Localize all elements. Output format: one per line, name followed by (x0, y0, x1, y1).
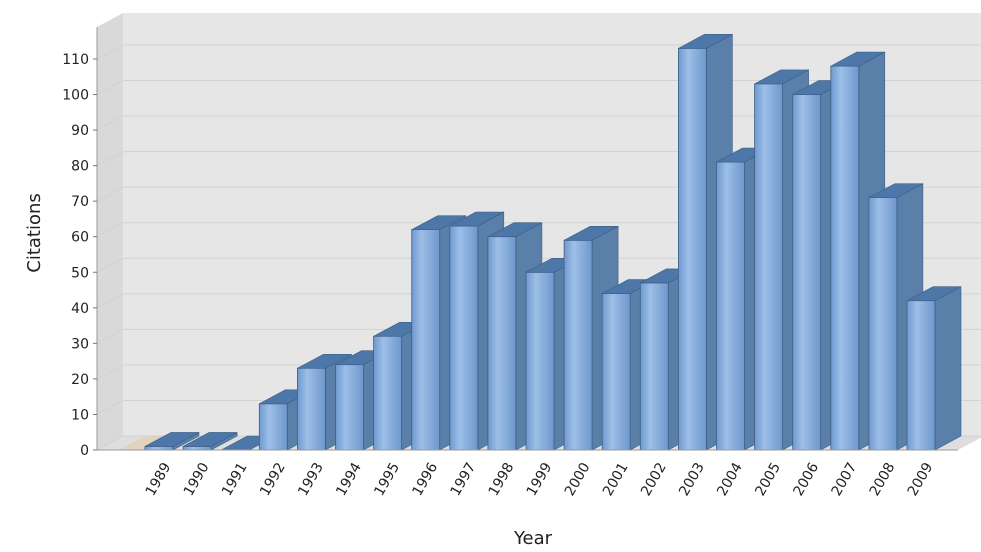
bar-front (563, 239, 593, 451)
y-tick-label: 0 (80, 443, 89, 459)
gridline-side (96, 400, 124, 415)
bar-front (639, 282, 669, 451)
bar-front (906, 300, 936, 451)
gridline-side (96, 115, 124, 131)
bar (868, 183, 924, 451)
y-tick-label: 110 (62, 52, 89, 68)
x-tick-label: 1994 (333, 460, 365, 499)
bar-top (754, 69, 809, 85)
y-tick-label: 80 (71, 159, 89, 175)
x-tick-label: 2002 (638, 460, 670, 499)
bar-top (906, 286, 962, 302)
y-tick-label: 90 (71, 123, 89, 139)
y-tick-label: 50 (71, 265, 89, 281)
x-tick-label: 2006 (790, 460, 822, 499)
bar-front (830, 65, 860, 451)
bar-top (830, 51, 885, 67)
y-axis-title: Citations (24, 193, 45, 273)
bar-front (144, 446, 174, 451)
x-tick-label: 1989 (143, 460, 175, 499)
bars (144, 33, 962, 451)
gridline-side (96, 80, 124, 95)
bar (182, 431, 238, 451)
x-axis: 1989 1990 1991 1992 1993 1994 1995 1996 1997 1998… (97, 449, 958, 499)
bar-top (449, 211, 504, 227)
x-tick-label: 1991 (219, 460, 251, 499)
x-tick-label: 2009 (905, 460, 937, 499)
bar-front (716, 161, 745, 451)
x-tick-label: 1996 (409, 460, 441, 499)
x-tick-label: 1993 (295, 460, 327, 499)
bar-front (411, 229, 441, 451)
bar-side (934, 286, 962, 451)
bar-top (411, 215, 466, 230)
gridline-side (96, 293, 124, 309)
gridline-side (96, 44, 124, 60)
x-tick-label: 2005 (752, 460, 784, 499)
gridline-side (96, 435, 124, 451)
x-tick-label: 1997 (448, 460, 480, 499)
y-tick-label: 70 (71, 194, 89, 210)
y-tick-label: 10 (71, 407, 89, 423)
bar-top (144, 432, 200, 447)
x-tick-label: 2007 (829, 460, 861, 499)
x-tick-label: 1995 (371, 460, 403, 499)
bar-top (487, 222, 543, 238)
y-axis: 0 10 20 30 40 50 60 70 80 90 100 110 (62, 27, 98, 459)
x-tick-label: 2001 (600, 460, 632, 499)
bar-front (754, 83, 783, 451)
y-tick-label: 60 (71, 230, 89, 246)
gridline-side (96, 328, 124, 344)
bar-front (525, 271, 555, 451)
y-tick-label: 20 (71, 372, 89, 388)
gridline-side (96, 257, 124, 273)
y-tick-label: 30 (71, 336, 89, 352)
bar-top (182, 432, 238, 447)
bar-front (868, 197, 898, 451)
bar-front (601, 293, 631, 451)
x-axis-title: Year (513, 528, 553, 549)
gridline-side (96, 151, 124, 167)
bar-front (373, 335, 403, 451)
x-tick-label: 1992 (257, 460, 289, 499)
gridline-side (96, 364, 124, 380)
x-tick-label: 2003 (676, 460, 708, 499)
bar-front (678, 47, 707, 451)
x-tick-label: 1998 (486, 460, 518, 499)
bar (144, 431, 200, 451)
gridline-side (96, 186, 124, 202)
bar-front (487, 236, 517, 451)
bar-top (563, 225, 619, 241)
bar-front (792, 94, 822, 451)
bar-top (868, 183, 924, 198)
bar-front (335, 364, 364, 451)
bar-front (182, 446, 212, 451)
gridline-side (96, 222, 124, 238)
bar-front (296, 367, 326, 451)
bar-top (678, 34, 733, 49)
left-wall (97, 13, 123, 450)
x-tick-label: 2008 (867, 460, 899, 499)
x-tick-label: 2000 (562, 460, 594, 499)
x-tick-label: 1999 (524, 460, 556, 499)
y-tick-label: 100 (62, 88, 89, 104)
bar (906, 286, 962, 451)
bar-top (297, 353, 352, 369)
bar-front (258, 403, 288, 451)
bar-front (449, 225, 479, 451)
y-tick-label: 40 (71, 301, 89, 317)
x-tick-label: 1990 (181, 460, 213, 499)
x-tick-label: 2004 (714, 460, 746, 499)
